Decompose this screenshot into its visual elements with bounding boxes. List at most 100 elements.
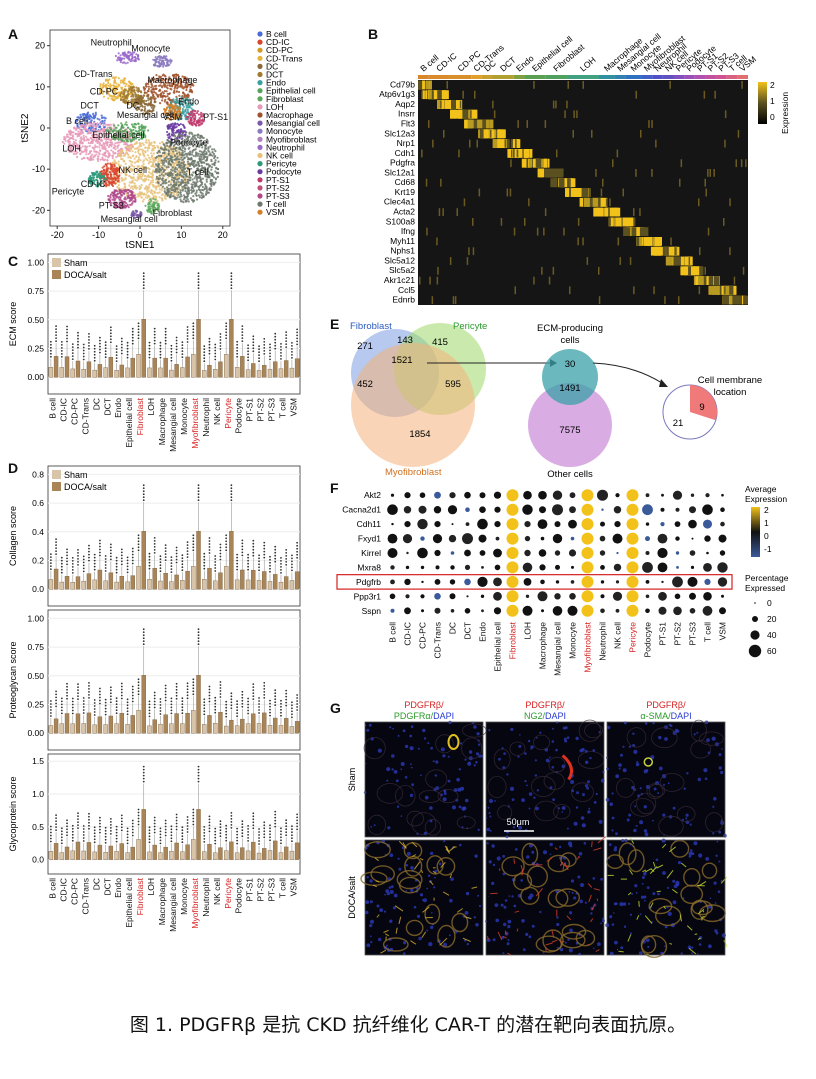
tsne-point [152, 185, 155, 188]
boxplot-outlier [153, 333, 156, 336]
tsne-point [156, 168, 159, 171]
tsne-point [214, 170, 217, 173]
heatmap-cell [563, 227, 565, 236]
tsne-point [186, 138, 190, 141]
tsne-point [136, 103, 139, 106]
tsne-point [61, 140, 64, 144]
tsne-point [179, 198, 182, 201]
tsne-point [120, 199, 123, 202]
tsne-point [165, 181, 168, 184]
tsne-point [138, 125, 141, 128]
tsne-point [133, 213, 136, 216]
tsne-point [193, 118, 196, 121]
tsne-point [201, 177, 204, 180]
tsne-point [154, 170, 157, 173]
tsne-point [109, 141, 112, 144]
tsne-point [106, 176, 109, 179]
tsne-point [108, 78, 111, 81]
tsne-cluster-label: Fibroblast [153, 208, 193, 218]
boxplot-outlier [60, 356, 63, 358]
heatmap-cell [625, 227, 629, 236]
tsne-point [161, 99, 164, 102]
heatmap-cell [609, 207, 616, 217]
tsne-point [155, 181, 158, 184]
heatmap-cell [735, 159, 737, 168]
tsne-point [178, 147, 181, 150]
heatmap-cell [579, 197, 584, 207]
boxplot-outlier [99, 339, 101, 342]
tsne-cluster-label: CD-PC [90, 87, 119, 97]
tsne-point [105, 141, 109, 145]
tsne-point [99, 180, 102, 183]
tsne-point [95, 125, 98, 128]
tsne-point [162, 171, 165, 174]
tsne-point [162, 77, 165, 80]
tsne-point [179, 84, 182, 87]
tsne-point [150, 189, 153, 192]
tsne-point [182, 165, 185, 168]
tsne-point [214, 181, 217, 184]
tsne-point [98, 126, 101, 129]
tsne-point [117, 52, 120, 55]
heatmap-cell [476, 139, 478, 148]
tsne-point [153, 78, 156, 81]
tsne-point [201, 122, 204, 125]
tsne-point [88, 144, 91, 148]
boxplot-outlier [55, 331, 57, 333]
tsne-point [198, 184, 202, 187]
boxplot-outlier [126, 341, 129, 344]
tsne-point [170, 59, 173, 62]
tsne-point [171, 127, 174, 130]
tsne-point [67, 139, 70, 142]
tsne-point [178, 173, 181, 176]
tsne-point [186, 111, 189, 114]
tsne-point [107, 145, 110, 149]
tsne-point [138, 129, 141, 132]
tsne-point [93, 131, 96, 134]
boxplot-outlier [153, 336, 156, 339]
heatmap-cell [441, 90, 445, 100]
tsne-point [121, 150, 124, 153]
tsne-point [133, 216, 136, 219]
heatmap-cluster-bar [418, 75, 429, 79]
tsne-point [163, 79, 166, 82]
tsne-point [158, 62, 161, 66]
tsne-point [119, 135, 122, 139]
tsne-point [129, 92, 132, 95]
y-axis-label: ECM score [8, 302, 18, 347]
boxplot-outlier [104, 344, 107, 347]
heatmap-cell [490, 129, 492, 138]
tsne-point [182, 111, 185, 114]
tsne-point [70, 150, 73, 153]
tsne-point [124, 206, 127, 209]
tsne-point [139, 166, 142, 170]
tsne-point [182, 105, 185, 108]
x-tick-label: Epithelial cell [124, 398, 134, 448]
tsne-point [185, 155, 188, 158]
tsne-point [189, 197, 192, 200]
tsne-point [113, 198, 116, 201]
tsne-point [131, 160, 134, 164]
heatmap-cell [425, 80, 430, 90]
tsne-point [188, 192, 191, 195]
tsne-point [106, 162, 109, 165]
tsne-point [163, 154, 166, 157]
tsne-point [147, 146, 150, 149]
tsne-point [123, 201, 126, 204]
tsne-point [110, 89, 113, 92]
heatmap-cell [615, 207, 621, 217]
boxplot-outlier [93, 356, 96, 359]
tsne-point [187, 98, 190, 101]
tsne-point [195, 141, 198, 144]
tsne-point [104, 133, 107, 136]
tsne-point [137, 156, 140, 159]
tsne-point [117, 124, 120, 127]
x-tick-label: CD-IC [58, 398, 68, 422]
tsne-point [111, 169, 114, 172]
tsne-point [103, 165, 106, 168]
tsne-point [109, 196, 112, 199]
tsne-point [94, 146, 97, 149]
legend-swatch [257, 128, 263, 134]
boxplot-outlier [104, 353, 107, 356]
tsne-point [145, 193, 148, 196]
